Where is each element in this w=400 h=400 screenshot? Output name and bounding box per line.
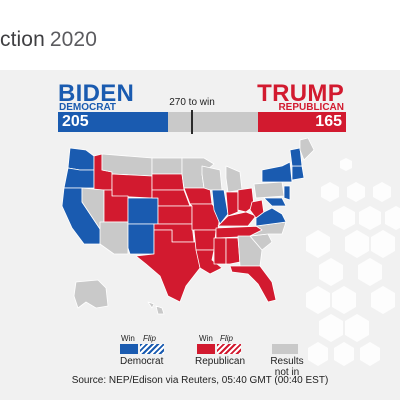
republican-flip-label: Flip [220, 334, 233, 343]
title-year: 2020 [49, 28, 97, 51]
democrat-win-swatch [120, 344, 138, 354]
state-texas [135, 229, 201, 303]
state-pennsylvania [253, 181, 285, 199]
state-maine [299, 137, 315, 161]
source-credit: Source: NEP/Edison via Reuters, 05:40 GM… [71, 375, 329, 386]
democrat-candidate-name: BIDEN [58, 80, 135, 107]
republican-flip-swatch [217, 344, 241, 354]
state-washington [67, 147, 95, 171]
hex-pattern-background [306, 158, 400, 366]
democrat-vote-bar [58, 112, 168, 132]
republican-win-label: Win [199, 334, 213, 343]
title-text: ction [0, 28, 45, 51]
state-indiana [225, 191, 239, 217]
results-not-in-label: Results not in [268, 356, 306, 378]
state-alabama [225, 237, 241, 265]
state-arizona [99, 221, 129, 255]
state-illinois [211, 189, 229, 225]
state-oregon [63, 167, 95, 189]
state-new-england-south [291, 165, 305, 181]
state-north-dakota [151, 157, 183, 175]
state-kentucky [217, 211, 257, 227]
democrat-flip-swatch [140, 344, 164, 354]
state-hawaii [147, 301, 165, 315]
state-nebraska [151, 189, 191, 207]
state-new-jersey [283, 185, 291, 201]
state-alaska [73, 279, 109, 309]
state-vermont-new-hampshire [289, 147, 303, 167]
democrat-legend-label: Democrat [120, 356, 164, 367]
state-florida [229, 265, 277, 303]
page-title: ction 2020 [0, 28, 97, 52]
win-threshold-marker [191, 110, 193, 134]
republican-vote-bar [257, 112, 346, 132]
win-threshold-label: 270 to win [169, 97, 215, 108]
results-not-in-line1: Results [270, 356, 304, 367]
democrat-electoral-votes: 205 [62, 113, 89, 130]
state-michigan [225, 165, 243, 193]
democrat-win-label: Win [121, 334, 135, 343]
state-south-dakota [151, 173, 185, 191]
republican-win-swatch [197, 344, 215, 354]
republican-candidate-name: TRUMP [257, 80, 344, 107]
state-colorado [127, 197, 159, 225]
us-results-map [61, 137, 315, 315]
state-virginia [255, 207, 287, 227]
republican-legend-label: Republican [195, 356, 246, 367]
state-wisconsin [201, 165, 223, 191]
state-wyoming [111, 173, 153, 199]
results-not-in-line2: not in [274, 367, 300, 378]
republican-party-label: REPUBLICAN [278, 102, 344, 113]
state-mississippi [213, 237, 227, 265]
republican-electoral-votes: 165 [315, 113, 342, 130]
state-new-mexico [127, 223, 155, 255]
state-kansas [157, 205, 193, 225]
state-maryland [263, 197, 287, 207]
democrat-flip-label: Flip [143, 334, 156, 343]
democrat-party-label: DEMOCRAT [59, 102, 117, 113]
state-new-york [261, 161, 293, 183]
state-arkansas [193, 229, 217, 251]
results-not-in-swatch [272, 344, 298, 354]
